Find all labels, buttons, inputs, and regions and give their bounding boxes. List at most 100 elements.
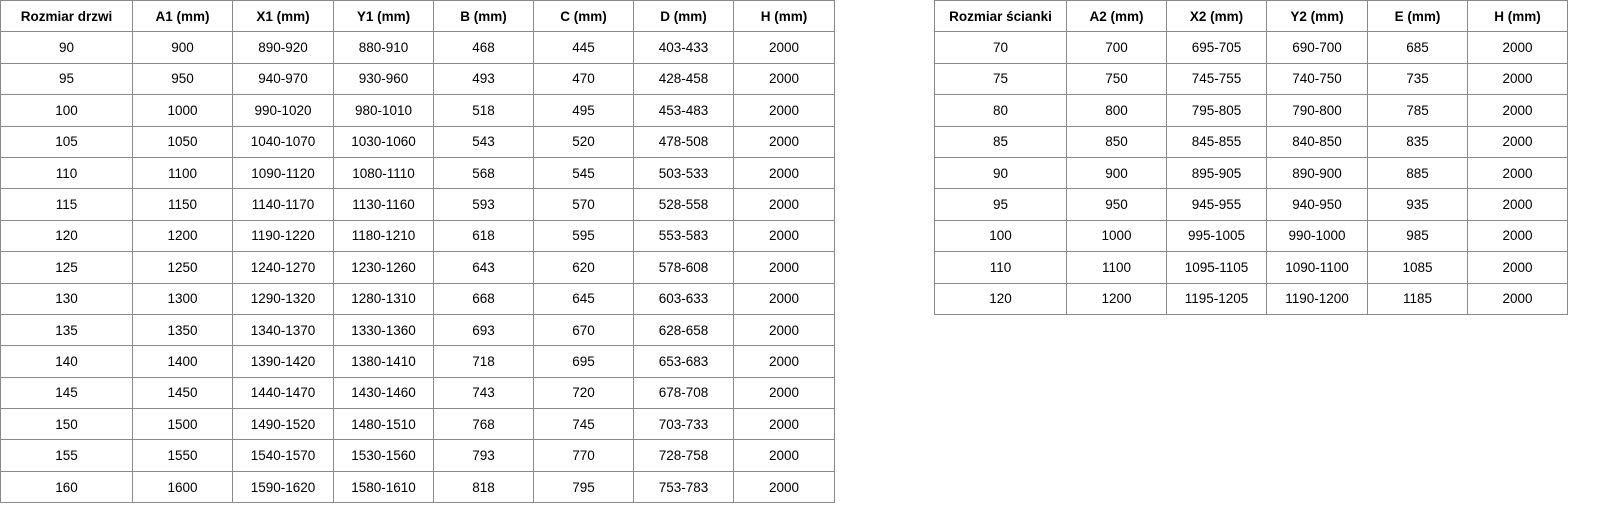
table-row: 160 1600 1590-1620 1580-1610 818 795 753-783 20… [0, 470, 835, 504]
table-cell: 1390-1420 [232, 345, 334, 378]
table-cell: 2000 [733, 439, 835, 472]
table-cell: 2000 [733, 313, 835, 347]
table-cell: 985 [1367, 219, 1468, 253]
table-cell: 685 [1367, 31, 1468, 64]
table-cell: 1095-1105 [1166, 251, 1267, 284]
table-cell: 595 [533, 219, 634, 253]
table-cell: 795-805 [1166, 94, 1267, 127]
column-header: H (mm) [1467, 0, 1568, 33]
table-cell: 570 [533, 188, 634, 221]
table-cell: 1430-1460 [333, 376, 434, 410]
table-cell: 1030-1060 [333, 125, 434, 158]
table-cell: 2000 [733, 31, 835, 64]
table-cell: 770 [533, 439, 634, 472]
table-cell: 553-583 [633, 219, 734, 253]
table-cell: 1490-1520 [232, 408, 334, 441]
table-cell: 520 [533, 125, 634, 158]
table-row: 120 1200 1190-1220 1180-1210 618 595 553-583 20… [0, 219, 835, 253]
table-cell: 718 [433, 345, 534, 378]
table-cell: 85 [934, 125, 1067, 158]
table-row: 90 900 895-905 890-900 885 2000 [934, 156, 1568, 190]
table-cell: 1300 [132, 282, 233, 315]
table-cell: 543 [433, 125, 534, 158]
column-header: A2 (mm) [1066, 0, 1167, 33]
table-cell: 2000 [733, 345, 835, 378]
table-cell: 568 [433, 156, 534, 190]
table-row: 140 1400 1390-1420 1380-1410 718 695 653-683 20… [0, 345, 835, 378]
table-cell: 768 [433, 408, 534, 441]
table-cell: 945-955 [1166, 188, 1267, 221]
table-cell: 528-558 [633, 188, 734, 221]
table-cell: 2000 [733, 470, 835, 504]
table-cell: 403-433 [633, 31, 734, 64]
table-cell: 890-920 [232, 31, 334, 64]
table-cell: 900 [132, 31, 233, 64]
table-row: 70 700 695-705 690-700 685 2000 [934, 31, 1568, 64]
table-cell: 1290-1320 [232, 282, 334, 315]
table-cell: 678-708 [633, 376, 734, 410]
table-cell: 2000 [733, 156, 835, 190]
table-cell: 930-960 [333, 62, 434, 96]
table-cell: 1450 [132, 376, 233, 410]
table-row: 90 900 890-920 880-910 468 445 403-433 2000 [0, 31, 835, 64]
table-cell: 2000 [733, 94, 835, 127]
table-cell: 1190-1220 [232, 219, 334, 253]
table-cell: 75 [934, 62, 1067, 96]
table-cell: 1230-1260 [333, 251, 434, 284]
table-cell: 735 [1367, 62, 1468, 96]
table-cell: 2000 [1467, 94, 1568, 127]
table-cell: 2000 [1467, 62, 1568, 96]
table-cell: 880-910 [333, 31, 434, 64]
table-cell: 785 [1367, 94, 1468, 127]
table-row: 135 1350 1340-1370 1330-1360 693 670 628-658 20… [0, 313, 835, 347]
column-header: X1 (mm) [232, 0, 334, 33]
column-header: H (mm) [733, 0, 835, 33]
table-cell: 140 [0, 345, 133, 378]
table-cell: 1100 [132, 156, 233, 190]
column-header: E (mm) [1367, 0, 1468, 33]
table-cell: 693 [433, 313, 534, 347]
table-cell: 1050 [132, 125, 233, 158]
table-cell: 890-900 [1266, 156, 1368, 190]
table-cell: 2000 [1467, 188, 1568, 221]
table-cell: 790-800 [1266, 94, 1368, 127]
table-cell: 1580-1610 [333, 470, 434, 504]
table-cell: 445 [533, 31, 634, 64]
table-cell: 668 [433, 282, 534, 315]
table-cell: 503-533 [633, 156, 734, 190]
table-cell: 150 [0, 408, 133, 441]
table-row: 110 1100 1095-1105 1090-1100 1085 2000 [934, 251, 1568, 284]
table-row: 75 750 745-755 740-750 735 2000 [934, 62, 1568, 96]
table-cell: 1000 [132, 94, 233, 127]
table-cell: 95 [0, 62, 133, 96]
column-header: X2 (mm) [1166, 0, 1267, 33]
column-header: D (mm) [633, 0, 734, 33]
table-row: 155 1550 1540-1570 1530-1560 793 770 728-758 20… [0, 439, 835, 472]
table-row: 105 1050 1040-1070 1030-1060 543 520 478-508 20… [0, 125, 835, 158]
table-cell: 1195-1205 [1166, 282, 1267, 315]
column-header: Y1 (mm) [333, 0, 434, 33]
table-cell: 800 [1066, 94, 1167, 127]
column-header: C (mm) [533, 0, 634, 33]
table-cell: 643 [433, 251, 534, 284]
table-cell: 2000 [733, 376, 835, 410]
table-cell: 1540-1570 [232, 439, 334, 472]
table-cell: 703-733 [633, 408, 734, 441]
table-cell: 495 [533, 94, 634, 127]
door-dimensions-table: Rozmiar drzwi A1 (mm) X1 (mm) Y1 (mm) B (mm)… [0, 0, 835, 504]
table-cell: 135 [0, 313, 133, 347]
table-cell: 1140-1170 [232, 188, 334, 221]
table-cell: 1040-1070 [232, 125, 334, 158]
table-cell: 125 [0, 251, 133, 284]
table-cell: 470 [533, 62, 634, 96]
table-cell: 1185 [1367, 282, 1468, 315]
table-cell: 468 [433, 31, 534, 64]
column-header: Y2 (mm) [1266, 0, 1368, 33]
table-cell: 700 [1066, 31, 1167, 64]
table-cell: 753-783 [633, 470, 734, 504]
table-cell: 793 [433, 439, 534, 472]
table-cell: 478-508 [633, 125, 734, 158]
table-cell: 2000 [1467, 219, 1568, 253]
table-cell: 990-1020 [232, 94, 334, 127]
table-cell: 1090-1120 [232, 156, 334, 190]
